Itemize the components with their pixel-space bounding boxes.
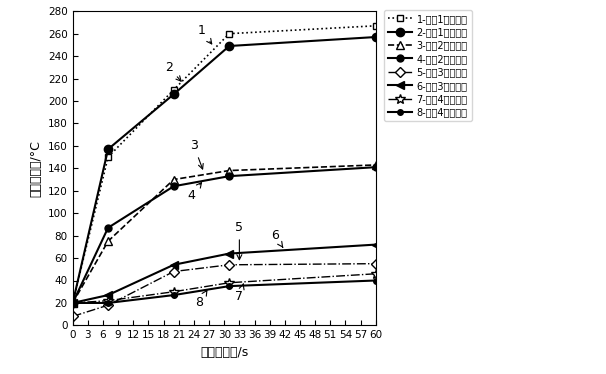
Text: 4: 4 <box>187 183 202 202</box>
Text: 6: 6 <box>271 229 283 247</box>
Text: 5: 5 <box>235 221 244 260</box>
X-axis label: 干摩擦时间/s: 干摩擦时间/s <box>200 346 248 359</box>
Text: 2: 2 <box>165 61 181 81</box>
Y-axis label: 干摩擦温度/°C: 干摩擦温度/°C <box>30 140 42 197</box>
Legend: 1-热电ׁ1处实测値, 2-热电ׁ1处模拟値, 3-热电ׁ2处实测値, 4-热电ׁ2处模拟値, 5-热电ׁ3处模拟値, 6-热电ׁ3处实测値, 7-热电ׁ4处实: 1-热电ׁ1处实测値, 2-热电ׁ1处模拟値, 3-热电ׁ2处实测値, 4-热电… <box>384 10 471 122</box>
Text: 8: 8 <box>195 291 207 309</box>
Text: 1: 1 <box>198 24 211 44</box>
Text: 7: 7 <box>235 284 244 303</box>
Text: 3: 3 <box>190 140 203 169</box>
